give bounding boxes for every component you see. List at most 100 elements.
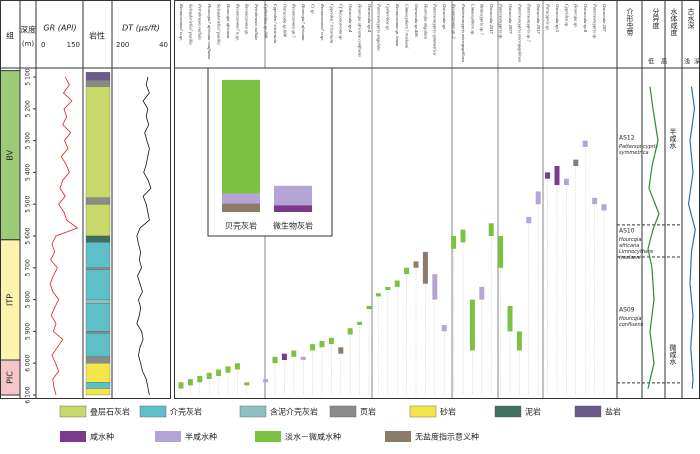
- occurrence: [563, 178, 569, 186]
- legend-swatch: [494, 405, 522, 418]
- species-name: Cypridea sp.: [564, 4, 569, 27]
- occurrence: [187, 379, 193, 386]
- occurrence: [206, 372, 212, 380]
- occurrence: [328, 337, 334, 345]
- occurrence: [178, 382, 184, 389]
- species-name: Cytheridea sp.198: [264, 4, 269, 38]
- lith-header: 岩性: [89, 31, 105, 41]
- formation: [0, 359, 21, 396]
- diversity-curve: [647, 86, 660, 389]
- water-depth-header: 古水深: [687, 7, 695, 30]
- species-name: Salvadoriella? pusilla: [188, 4, 193, 45]
- legend-label: 无盐度指示意义种: [415, 432, 479, 442]
- occurrence: [338, 347, 344, 354]
- water-depth-curve: [687, 86, 696, 389]
- occurrence: [281, 353, 287, 361]
- legend-swatch: [329, 405, 357, 418]
- species-name: Cypridea? tricornuta: [273, 4, 278, 44]
- species-name: Hourcqia africana: [226, 3, 231, 39]
- lithology-interval: [85, 382, 111, 389]
- species-name: Pattersoncypris symmetrica: [433, 3, 438, 56]
- salinity-label: 半咸水: [669, 127, 677, 149]
- occurrence: [291, 350, 297, 357]
- occurrence: [592, 197, 598, 205]
- lithology-interval: [85, 235, 111, 243]
- species-name: Cypridea? tricornuta: [329, 4, 334, 44]
- formation-header: 组: [6, 31, 14, 41]
- lithology-interval: [85, 363, 111, 383]
- legend-swatch: [155, 431, 181, 442]
- species-name: Hourcqia sp.: [574, 3, 579, 28]
- zone-name: AS12: [619, 134, 635, 141]
- occurrence: [272, 356, 278, 364]
- occurrence: [545, 172, 551, 179]
- legend-label: 叠层石灰岩: [90, 407, 130, 417]
- occurrence: [432, 274, 438, 300]
- lithology-interval: [85, 197, 111, 205]
- species-name: Reconcavona? n.sp.: [235, 3, 240, 41]
- dt-curve: [136, 76, 152, 396]
- species-name: Pattersoncypris micropapillosa: [517, 3, 522, 63]
- occurrence: [216, 369, 222, 376]
- species-name: Reconcavona sp. 2: [452, 3, 457, 39]
- zone-taxon: Hourcqia confluens: [619, 315, 644, 327]
- lithology-interval: [85, 80, 111, 87]
- species-name: Ct sp.: [311, 4, 316, 15]
- gr-header: GR (API): [43, 24, 76, 33]
- species-name: Bentocypris sp.?: [480, 4, 485, 35]
- deep: 深: [694, 58, 700, 66]
- lithology-interval: [85, 72, 111, 81]
- species-name: Pattersoncypris micropapillosa: [461, 3, 466, 63]
- occurrence: [469, 299, 475, 351]
- species-name: Ostracoda 2017: [536, 4, 541, 34]
- formation-label: BV: [6, 149, 15, 160]
- species-name: Ostracoda sp.604: [282, 4, 287, 37]
- species-name: Ostracoda 2077: [508, 4, 513, 34]
- species-name: Ostracoda sp.4: [348, 4, 353, 33]
- species-name: Pattersoncypris sp.: [593, 3, 598, 39]
- species-name: Reconcavona? n.sp.: [179, 3, 184, 41]
- lithology-interval: [85, 388, 111, 396]
- lithology-interval: [85, 86, 111, 198]
- occurrence: [554, 166, 560, 186]
- species-name: Hourcqia? africana confluens: [207, 3, 212, 59]
- occurrence: [507, 305, 513, 332]
- shallow: 浅: [684, 58, 690, 66]
- dt-header: DT (μs/ft): [122, 24, 160, 33]
- occurrence: [394, 280, 400, 287]
- legend-swatch: [60, 431, 86, 442]
- legend-swatch: [385, 431, 411, 442]
- occurrence: [225, 366, 231, 373]
- lithology-interval: [85, 356, 111, 364]
- lithology-interval: [85, 299, 111, 304]
- occurrence: [366, 305, 372, 310]
- occurrence: [347, 328, 353, 335]
- salinity-label: 微咸水: [669, 343, 677, 365]
- occurrence: [516, 331, 522, 351]
- zone-taxon: Hourcqia africana Limnocythere troelseni: [619, 236, 653, 260]
- depth-header: 深度: [20, 25, 36, 35]
- occurrence: [234, 363, 240, 370]
- legend-label: 介壳灰岩: [170, 407, 202, 417]
- occurrence: [413, 261, 419, 268]
- species-name: Ostracoda sp.5: [555, 4, 560, 33]
- lithology-interval: [85, 242, 111, 268]
- occurrence: [526, 216, 532, 224]
- depth-tick-label: 5 600: [25, 227, 32, 244]
- species-name: Paracypris sp.: [546, 3, 551, 31]
- occurrence: [460, 229, 466, 243]
- depth-tick-label: 6 100: [25, 386, 32, 403]
- salinity-header: 水体咸度: [670, 7, 678, 37]
- zone-taxon: Pattersoncypris symmetrica: [619, 143, 658, 155]
- occurrence: [422, 251, 428, 284]
- occurrence: [357, 321, 363, 326]
- inset-segment: [222, 203, 260, 212]
- inset-segment: [222, 79, 260, 194]
- occurrence: [244, 382, 250, 386]
- occurrence: [479, 286, 485, 300]
- species-name: Ostracoda sp.8: [583, 4, 588, 33]
- occurrence: [498, 236, 504, 268]
- inset-label: 微生物灰岩: [273, 221, 313, 231]
- diversity-header: 分异度: [652, 7, 660, 30]
